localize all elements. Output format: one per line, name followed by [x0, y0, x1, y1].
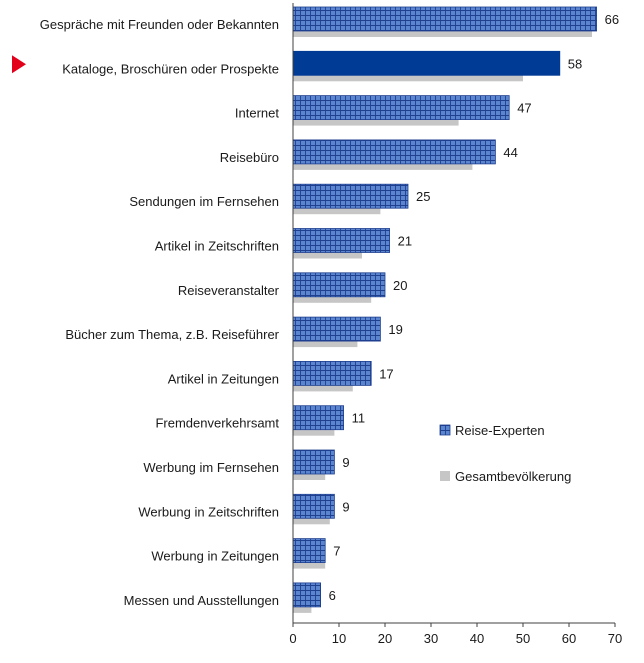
value-label-10: 9 — [342, 455, 349, 470]
bar-experts-4 — [292, 183, 409, 209]
category-label-1: Kataloge, Broschüren oder Prospekte — [62, 61, 279, 76]
value-label-8: 17 — [379, 366, 393, 381]
value-label-4: 25 — [416, 189, 430, 204]
bar-experts-13 — [292, 582, 322, 608]
x-tick-label-3: 30 — [424, 631, 438, 646]
value-label-3: 44 — [503, 145, 517, 160]
category-label-13: Messen und Ausstellungen — [124, 593, 279, 608]
value-label-12: 7 — [333, 544, 340, 559]
category-label-12: Werbung in Zeitungen — [151, 549, 279, 564]
legend-swatch-0 — [439, 424, 451, 436]
x-tick-label-2: 20 — [378, 631, 392, 646]
legend-swatch-1 — [440, 471, 450, 481]
category-label-4: Sendungen im Fernsehen — [129, 194, 279, 209]
bar-experts-7 — [292, 316, 381, 342]
x-tick-label-4: 40 — [470, 631, 484, 646]
x-tick-label-5: 50 — [516, 631, 530, 646]
bar-experts-8 — [292, 360, 372, 386]
category-label-6: Reiseveranstalter — [178, 283, 280, 298]
value-label-7: 19 — [388, 322, 402, 337]
category-label-3: Reisebüro — [220, 150, 279, 165]
bar-experts-3 — [292, 139, 496, 165]
category-label-9: Fremdenverkehrsamt — [155, 416, 279, 431]
legend-label-1: Gesamtbevölkerung — [455, 469, 571, 484]
bar-experts-10 — [292, 449, 335, 475]
value-label-6: 20 — [393, 278, 407, 293]
category-label-8: Artikel in Zeitungen — [168, 371, 279, 386]
category-label-2: Internet — [235, 106, 279, 121]
bar-experts-1 — [292, 50, 561, 76]
x-tick-label-0: 0 — [289, 631, 296, 646]
bar-experts-5 — [292, 228, 390, 253]
bar-experts-11 — [292, 493, 335, 519]
category-label-7: Bücher zum Thema, z.B. Reiseführer — [65, 327, 279, 342]
legend-label-0: Reise-Experten — [455, 423, 545, 438]
bar-experts-12 — [292, 538, 326, 563]
value-label-2: 47 — [517, 101, 531, 116]
x-tick-label-1: 10 — [332, 631, 346, 646]
value-label-5: 21 — [398, 234, 412, 249]
category-label-11: Werbung in Zeitschriften — [138, 504, 279, 519]
bar-experts-6 — [292, 272, 386, 298]
x-tick-label-6: 60 — [562, 631, 576, 646]
value-label-1: 58 — [568, 56, 582, 71]
bar-experts-2 — [292, 95, 510, 120]
value-label-11: 9 — [342, 499, 349, 514]
value-label-9: 11 — [352, 411, 366, 426]
category-label-10: Werbung im Fernsehen — [143, 460, 279, 475]
legend: Reise-Experten Gesamtbevölkerung — [439, 423, 571, 484]
x-tick-label-7: 70 — [608, 631, 622, 646]
value-label-0: 66 — [605, 12, 619, 27]
bar-experts-0 — [292, 6, 598, 32]
category-label-5: Artikel in Zeitschriften — [155, 239, 279, 254]
value-label-13: 6 — [329, 588, 336, 603]
bar-experts-9 — [292, 405, 344, 431]
category-label-0: Gespräche mit Freunden oder Bekannten — [40, 17, 279, 32]
highlight-marker-icon — [12, 55, 26, 74]
